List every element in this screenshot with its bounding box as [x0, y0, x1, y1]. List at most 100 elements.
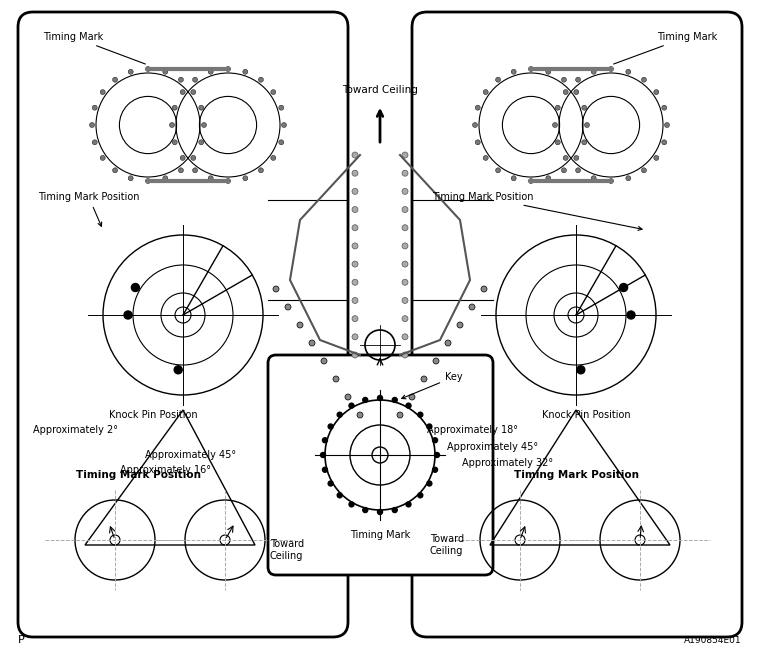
Circle shape	[328, 424, 333, 429]
Circle shape	[378, 396, 382, 400]
Circle shape	[180, 89, 185, 95]
Circle shape	[258, 77, 264, 82]
Circle shape	[483, 89, 488, 95]
Circle shape	[402, 334, 408, 340]
Circle shape	[574, 155, 579, 160]
Text: Timing Mark Position: Timing Mark Position	[514, 470, 638, 480]
Text: Timing Mark: Timing Mark	[613, 32, 717, 64]
FancyBboxPatch shape	[18, 12, 348, 637]
Circle shape	[562, 77, 566, 82]
Circle shape	[271, 155, 276, 160]
Circle shape	[173, 140, 177, 145]
Circle shape	[581, 140, 587, 145]
Circle shape	[128, 176, 133, 181]
Circle shape	[174, 366, 182, 374]
Circle shape	[352, 352, 358, 358]
Circle shape	[528, 67, 534, 72]
Circle shape	[258, 168, 264, 173]
Circle shape	[496, 168, 501, 173]
Circle shape	[352, 334, 358, 340]
Circle shape	[511, 176, 516, 181]
Circle shape	[421, 376, 427, 382]
Text: Timing Mark: Timing Mark	[43, 32, 145, 64]
Circle shape	[432, 467, 438, 472]
Circle shape	[337, 493, 342, 498]
Circle shape	[402, 297, 408, 303]
Circle shape	[163, 176, 168, 181]
Circle shape	[402, 170, 408, 176]
Text: A190854E01: A190854E01	[684, 636, 742, 645]
Circle shape	[349, 502, 354, 507]
Circle shape	[562, 168, 566, 173]
Circle shape	[100, 155, 105, 160]
Circle shape	[473, 123, 477, 128]
Circle shape	[406, 502, 411, 507]
Circle shape	[226, 179, 230, 183]
Circle shape	[402, 243, 408, 249]
Circle shape	[528, 179, 534, 183]
Text: Timing Mark Position: Timing Mark Position	[38, 192, 140, 226]
Circle shape	[363, 507, 368, 512]
Circle shape	[145, 67, 150, 72]
Circle shape	[352, 152, 358, 158]
FancyBboxPatch shape	[268, 355, 493, 575]
Circle shape	[409, 394, 415, 400]
Circle shape	[402, 188, 408, 194]
Circle shape	[591, 176, 596, 181]
Circle shape	[337, 412, 342, 417]
Text: Approximately 45°: Approximately 45°	[447, 442, 538, 452]
Circle shape	[627, 311, 635, 319]
Circle shape	[352, 243, 358, 249]
Circle shape	[199, 140, 204, 145]
Text: Approximately 18°: Approximately 18°	[427, 425, 518, 435]
Circle shape	[112, 77, 118, 82]
Circle shape	[483, 155, 488, 160]
Text: Approximately 32°: Approximately 32°	[462, 458, 553, 468]
Circle shape	[352, 188, 358, 194]
Circle shape	[392, 507, 397, 512]
Circle shape	[475, 140, 480, 145]
Circle shape	[352, 207, 358, 213]
Circle shape	[556, 105, 560, 110]
Circle shape	[378, 509, 382, 514]
Circle shape	[92, 105, 97, 110]
Text: Timing Mark Position: Timing Mark Position	[75, 470, 201, 480]
Circle shape	[201, 123, 207, 128]
Circle shape	[279, 140, 283, 145]
Circle shape	[352, 261, 358, 267]
Circle shape	[591, 69, 596, 74]
Text: Knock Pin Position: Knock Pin Position	[109, 410, 198, 420]
Circle shape	[641, 77, 647, 82]
Circle shape	[609, 179, 613, 183]
Circle shape	[662, 105, 667, 110]
Circle shape	[445, 340, 451, 346]
Circle shape	[309, 340, 315, 346]
Circle shape	[641, 168, 647, 173]
Circle shape	[131, 284, 139, 291]
Circle shape	[402, 261, 408, 267]
Circle shape	[199, 105, 204, 110]
FancyBboxPatch shape	[412, 12, 742, 637]
Circle shape	[577, 366, 584, 374]
Circle shape	[112, 168, 118, 173]
Circle shape	[179, 168, 183, 173]
Circle shape	[226, 67, 230, 72]
Circle shape	[625, 69, 631, 74]
Circle shape	[664, 123, 670, 128]
Circle shape	[609, 67, 613, 72]
Circle shape	[297, 322, 303, 328]
Circle shape	[402, 225, 408, 231]
Circle shape	[654, 89, 659, 95]
Circle shape	[496, 77, 501, 82]
Circle shape	[475, 105, 480, 110]
Circle shape	[581, 105, 587, 110]
Circle shape	[392, 398, 397, 402]
Circle shape	[584, 123, 590, 128]
Circle shape	[285, 304, 291, 310]
Text: Toward Ceiling: Toward Ceiling	[342, 85, 418, 95]
Circle shape	[352, 170, 358, 176]
Circle shape	[191, 155, 196, 160]
Circle shape	[345, 394, 351, 400]
Circle shape	[402, 352, 408, 358]
Circle shape	[192, 168, 198, 173]
